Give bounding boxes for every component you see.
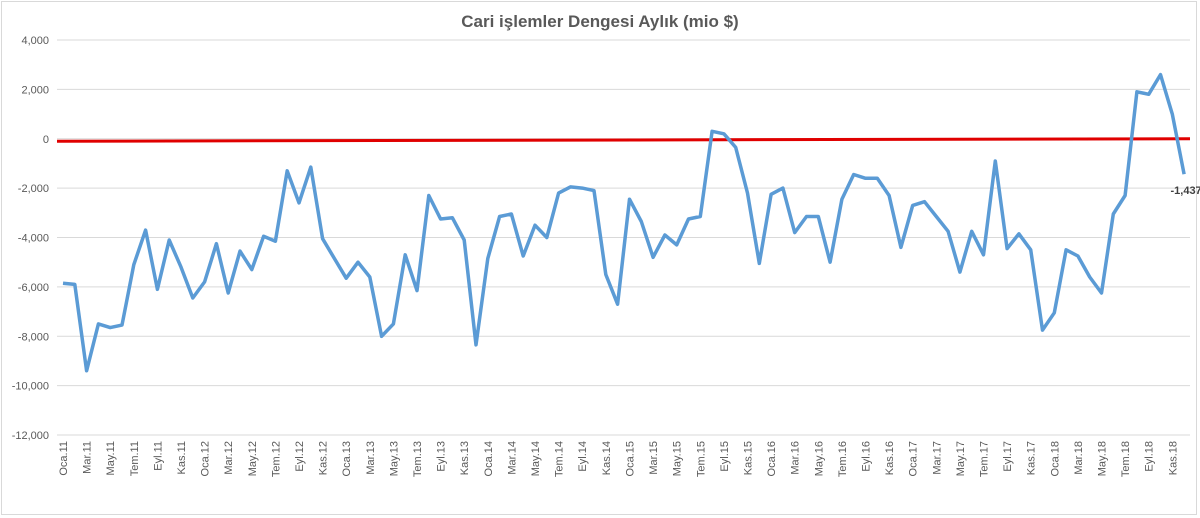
y-tick-label: -2,000 xyxy=(18,183,49,195)
x-tick-label: May.17 xyxy=(955,441,967,476)
x-tick-label: Eyl.11 xyxy=(152,441,164,471)
x-tick-label: Eyl.18 xyxy=(1144,441,1156,472)
x-tick-label: Kas.17 xyxy=(1026,441,1038,475)
x-tick-label: Kas.13 xyxy=(459,441,471,475)
x-tick-label: May.14 xyxy=(530,441,542,476)
x-tick-label: Kas.12 xyxy=(318,441,330,475)
x-tick-label: May.12 xyxy=(247,441,259,476)
x-tick-label: Mar.18 xyxy=(1073,441,1085,475)
y-tick-label: -4,000 xyxy=(18,233,49,245)
x-tick-label: Eyl.15 xyxy=(719,441,731,472)
y-tick-label: 4,000 xyxy=(21,35,49,47)
x-tick-label: Tem.12 xyxy=(270,441,282,477)
x-tick-label: May.13 xyxy=(388,441,400,476)
x-tick-label: Kas.16 xyxy=(884,441,896,475)
x-tick-label: Eyl.14 xyxy=(577,441,589,472)
series-line xyxy=(62,72,1186,373)
x-tick-label: Tem.17 xyxy=(978,441,990,477)
x-tick-label: Mar.13 xyxy=(365,441,377,475)
x-tick-label: Oca.14 xyxy=(483,441,495,476)
x-tick-label: May.11 xyxy=(105,441,117,475)
x-tick-label: Mar.12 xyxy=(223,441,235,475)
x-tick-label: Tem.18 xyxy=(1120,441,1132,477)
x-tick-label: Kas.15 xyxy=(742,441,754,475)
y-tick-label: 0 xyxy=(43,134,49,146)
x-tick-label: Mar.14 xyxy=(506,441,518,475)
x-tick-label: Kas.18 xyxy=(1167,441,1179,475)
x-tick-label: Tem.15 xyxy=(695,441,707,477)
x-axis: Oca.11 Mar.11 May.11 Tem.11 Eyl.11 Kas.11 Oca.… xyxy=(58,441,1179,477)
x-tick-label: May.15 xyxy=(672,441,684,476)
x-tick-label: Eyl.12 xyxy=(294,441,306,472)
data-labels: -1,437 xyxy=(1170,185,1200,197)
x-tick-label: Oca.13 xyxy=(341,441,353,476)
y-tick-label: -8,000 xyxy=(18,331,49,343)
x-tick-label: Oca.16 xyxy=(766,441,778,476)
x-tick-label: Kas.14 xyxy=(601,441,613,475)
y-axis: 4,000 2,000 0 -2,000 -4,000 -6,000 -8,000 -10,0… xyxy=(12,35,49,442)
x-tick-label: Tem.13 xyxy=(412,441,424,477)
x-tick-label: Oca.17 xyxy=(908,441,920,476)
x-tick-label: Oca.18 xyxy=(1049,441,1061,476)
x-tick-label: Mar.16 xyxy=(790,441,802,475)
x-tick-label: Oca.12 xyxy=(200,441,212,476)
x-tick-label: May.18 xyxy=(1096,441,1108,476)
x-tick-label: Tem.11 xyxy=(129,441,141,476)
x-tick-label: Mar.15 xyxy=(648,441,660,475)
x-tick-label: Eyl.13 xyxy=(436,441,448,472)
x-tick-label: Eyl.17 xyxy=(1002,441,1014,472)
series-lines xyxy=(56,72,1191,373)
y-tick-label: -6,000 xyxy=(18,282,49,294)
x-tick-label: Oca.15 xyxy=(624,441,636,476)
y-tick-label: 2,000 xyxy=(21,84,49,96)
x-tick-label: Tem.16 xyxy=(837,441,849,477)
x-tick-label: May.16 xyxy=(813,441,825,476)
chart-title: Cari işlemler Dengesi Aylık (mio $) xyxy=(461,12,739,31)
x-tick-label: Kas.11 xyxy=(176,441,188,474)
y-tick-label: -12,000 xyxy=(12,430,49,442)
end-data-label: -1,437 xyxy=(1170,185,1200,197)
x-tick-label: Eyl.16 xyxy=(860,441,872,472)
y-tick-label: -10,000 xyxy=(12,381,49,393)
x-tick-label: Tem.14 xyxy=(554,441,566,477)
x-tick-label: Mar.11 xyxy=(82,441,94,474)
x-tick-label: Oca.11 xyxy=(58,441,70,476)
trend-line xyxy=(56,137,1191,143)
x-tick-label: Mar.17 xyxy=(931,441,943,475)
